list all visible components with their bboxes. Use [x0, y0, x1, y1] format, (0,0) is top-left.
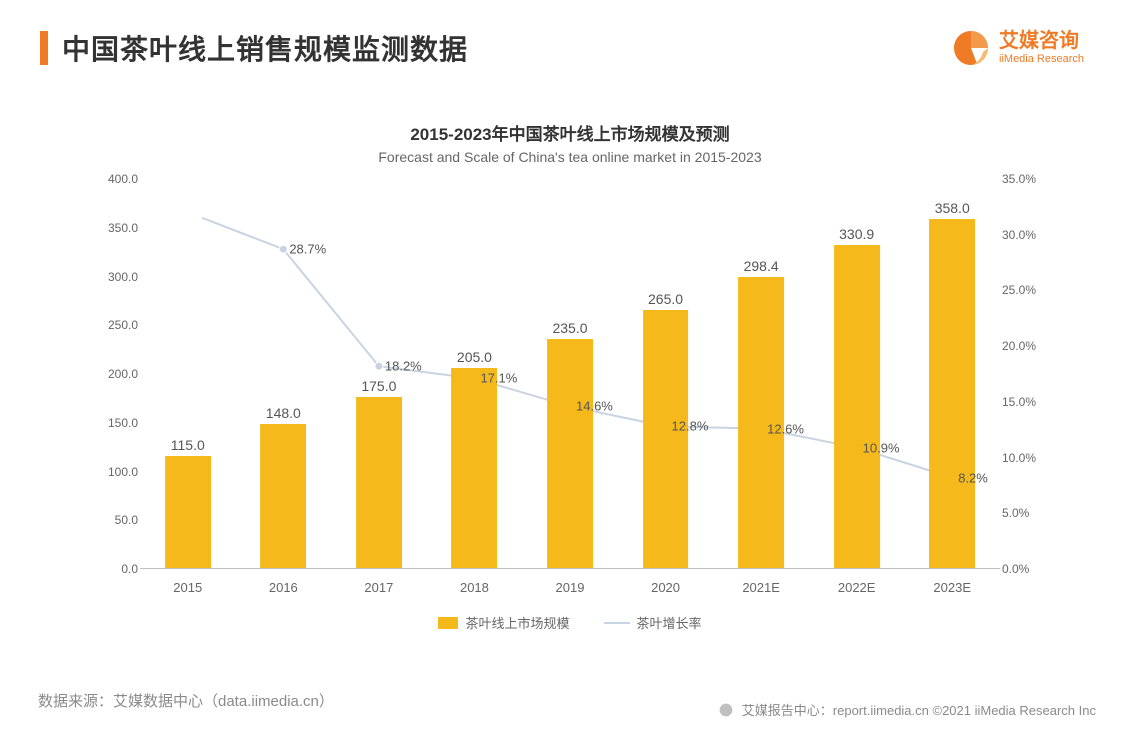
- line-value-label: 18.2%: [385, 359, 422, 374]
- title-block: 中国茶叶线上销售规模监测数据: [40, 28, 468, 68]
- line-value-label: 28.7%: [289, 242, 326, 257]
- bar-value-label: 358.0: [935, 200, 970, 216]
- bar: [929, 219, 975, 568]
- y-left-tick: 150.0: [90, 416, 138, 430]
- y-left-tick: 350.0: [90, 221, 138, 235]
- line-value-label: 12.6%: [767, 421, 804, 436]
- x-tick-label: 2020: [651, 580, 680, 595]
- bar: [356, 397, 402, 568]
- y-left-tick: 100.0: [90, 465, 138, 479]
- footer-right-text: 艾媒报告中心：report.iimedia.cn ©2021 iiMedia R…: [742, 700, 1096, 719]
- brand-logo: 艾媒咨询 iiMedia Research: [951, 28, 1084, 68]
- bar: [547, 339, 593, 568]
- plot: 115.0 148.0 175.0 205.0 235.0 265.0 298.4 330.9…: [90, 179, 1050, 599]
- legend-item-bar: 茶叶线上市场规模: [438, 613, 569, 632]
- x-tick-label: 2019: [556, 580, 585, 595]
- y-left-tick: 50.0: [90, 513, 138, 527]
- bar: [643, 310, 689, 568]
- line-value-label: 17.1%: [480, 371, 517, 386]
- x-tick-label: 2021E: [742, 580, 780, 595]
- y-right-tick: 5.0%: [1002, 506, 1050, 520]
- y-right-tick: 35.0%: [1002, 172, 1050, 186]
- y-right-tick: 25.0%: [1002, 283, 1050, 297]
- bar-value-label: 330.9: [839, 226, 874, 242]
- title-accent-bar: [40, 31, 48, 65]
- chart: 2015-2023年中国茶叶线上市场规模及预测 Forecast and Sca…: [90, 120, 1050, 632]
- brand-logo-icon: [951, 28, 991, 68]
- footer-logo-icon: [718, 702, 734, 718]
- bar-value-label: 265.0: [648, 291, 683, 307]
- line-value-label: 10.9%: [863, 440, 900, 455]
- y-right-tick: 10.0%: [1002, 451, 1050, 465]
- chart-title-cn: 2015-2023年中国茶叶线上市场规模及预测: [90, 120, 1050, 145]
- footer-right: 艾媒报告中心：report.iimedia.cn ©2021 iiMedia R…: [718, 700, 1096, 719]
- chart-title-en: Forecast and Scale of China's tea online…: [90, 149, 1050, 165]
- line-marker: [279, 245, 287, 253]
- line-value-label: 8.2%: [958, 470, 988, 485]
- y-left-tick: 250.0: [90, 318, 138, 332]
- header: 中国茶叶线上销售规模监测数据 艾媒咨询 iiMedia Research: [0, 0, 1134, 68]
- page-title: 中国茶叶线上销售规模监测数据: [62, 28, 468, 68]
- line-value-label: 14.6%: [576, 399, 613, 414]
- bar-value-label: 205.0: [457, 349, 492, 365]
- bar: [165, 456, 211, 568]
- brand-name-cn: 艾媒咨询: [999, 30, 1084, 53]
- bar-value-label: 175.0: [361, 378, 396, 394]
- y-left-tick: 200.0: [90, 367, 138, 381]
- x-tick-label: 2015: [173, 580, 202, 595]
- brand-name-en: iiMedia Research: [999, 53, 1084, 66]
- y-left-tick: 300.0: [90, 270, 138, 284]
- bar-value-label: 148.0: [266, 405, 301, 421]
- legend-swatch-line: [604, 622, 630, 624]
- footer-source: 数据来源：艾媒数据中心（data.iimedia.cn）: [38, 690, 334, 711]
- y-right-tick: 0.0%: [1002, 562, 1050, 576]
- y-right-tick: 20.0%: [1002, 339, 1050, 353]
- y-right-tick: 30.0%: [1002, 228, 1050, 242]
- bar: [834, 245, 880, 568]
- legend-label-line: 茶叶增长率: [637, 613, 702, 632]
- bar-value-label: 115.0: [171, 437, 205, 453]
- x-tick-label: 2017: [364, 580, 393, 595]
- bar: [452, 368, 498, 568]
- bar: [260, 424, 306, 568]
- legend-label-bar: 茶叶线上市场规模: [465, 613, 569, 632]
- line-marker: [375, 362, 383, 370]
- y-left-tick: 400.0: [90, 172, 138, 186]
- legend-swatch-bar: [438, 617, 458, 629]
- line-value-label: 12.8%: [672, 419, 709, 434]
- chart-legend: 茶叶线上市场规模 茶叶增长率: [90, 613, 1050, 632]
- bar-value-label: 298.4: [744, 258, 779, 274]
- x-tick-label: 2022E: [838, 580, 876, 595]
- legend-item-line: 茶叶增长率: [604, 613, 702, 632]
- x-tick-label: 2023E: [933, 580, 971, 595]
- x-tick-label: 2016: [269, 580, 298, 595]
- x-tick-label: 2018: [460, 580, 489, 595]
- bar-value-label: 235.0: [552, 320, 587, 336]
- plot-area: 115.0 148.0 175.0 205.0 235.0 265.0 298.4 330.9…: [140, 179, 1000, 569]
- y-left-tick: 0.0: [90, 562, 138, 576]
- y-right-tick: 15.0%: [1002, 395, 1050, 409]
